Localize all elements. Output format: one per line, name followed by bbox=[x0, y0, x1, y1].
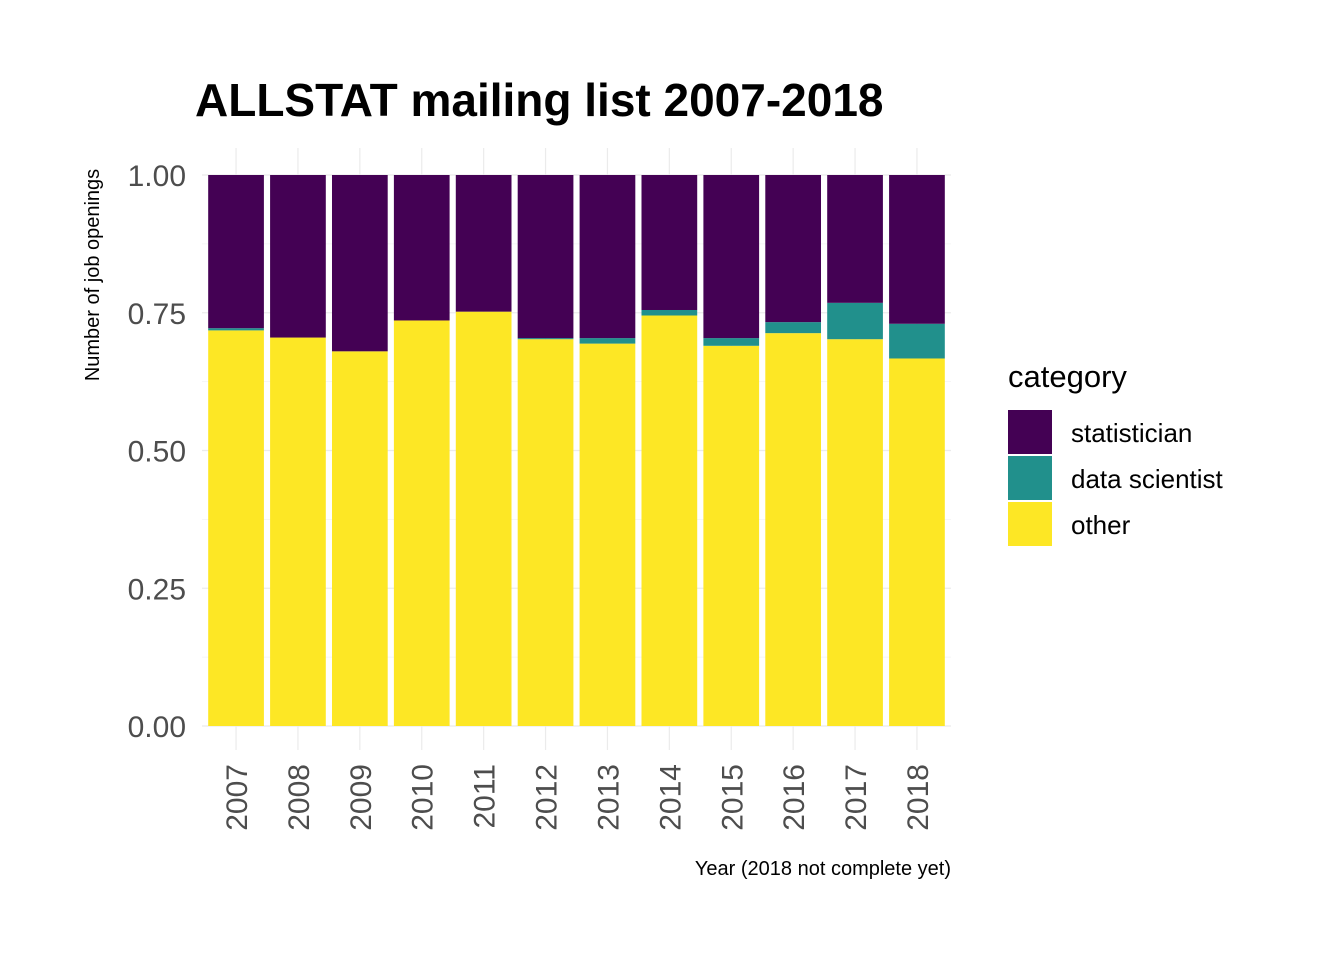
bar-statistician-2014 bbox=[641, 175, 698, 310]
bar-other-2017 bbox=[827, 339, 883, 726]
y-tick-label: 0.50 bbox=[128, 436, 186, 469]
x-axis-ticks: 2007 2008 2009 2010 2011 2012 2013 2014 2015 2016… bbox=[221, 764, 935, 831]
bar-data-scientist-2018 bbox=[889, 323, 945, 359]
y-tick-label: 0.75 bbox=[128, 298, 186, 331]
legend-label-statistician: statistician bbox=[1071, 418, 1192, 448]
y-axis-title: Number of job openings bbox=[82, 169, 104, 381]
bar-other-2015 bbox=[703, 345, 760, 726]
legend-swatch-other bbox=[1008, 502, 1052, 546]
bar-statistician-2009 bbox=[331, 175, 388, 352]
x-axis-title: Year (2018 not complete yet) bbox=[695, 858, 951, 880]
bar-data-scientist-2017 bbox=[827, 302, 883, 340]
y-tick-label: 1.00 bbox=[128, 160, 186, 193]
y-tick-label: 0.25 bbox=[128, 573, 186, 606]
legend-label-other: other bbox=[1071, 510, 1131, 540]
bar-other-2011 bbox=[455, 311, 512, 726]
x-tick-label: 2016 bbox=[778, 764, 811, 831]
bar-other-2008 bbox=[270, 337, 326, 726]
x-tick-label: 2007 bbox=[221, 764, 254, 831]
x-tick-label: 2010 bbox=[407, 764, 440, 831]
legend-swatch-data-scientist bbox=[1008, 456, 1052, 500]
bar-statistician-2016 bbox=[765, 175, 822, 323]
x-tick-label: 2014 bbox=[654, 764, 687, 831]
bars bbox=[208, 175, 945, 726]
bar-data-scientist-2016 bbox=[765, 322, 822, 334]
bar-statistician-2012 bbox=[517, 175, 574, 339]
legend-swatch-statistician bbox=[1008, 410, 1052, 454]
legend: category statistician data scientist other bbox=[1008, 359, 1224, 546]
bar-data-scientist-2015 bbox=[703, 338, 760, 346]
bar-data-scientist-2012 bbox=[517, 338, 574, 340]
chart-title: ALLSTAT mailing list 2007-2018 bbox=[195, 74, 884, 126]
x-tick-label: 2015 bbox=[716, 764, 749, 831]
bar-data-scientist-2013 bbox=[579, 338, 636, 344]
x-tick-label: 2013 bbox=[592, 764, 625, 831]
bar-other-2018 bbox=[889, 358, 945, 726]
bar-statistician-2017 bbox=[827, 175, 883, 303]
bar-statistician-2018 bbox=[889, 175, 945, 324]
bar-statistician-2007 bbox=[208, 175, 264, 329]
bar-statistician-2008 bbox=[270, 175, 326, 338]
bar-statistician-2013 bbox=[579, 175, 636, 339]
x-tick-label: 2011 bbox=[469, 764, 502, 829]
bar-other-2013 bbox=[579, 343, 636, 726]
x-tick-label: 2009 bbox=[345, 764, 378, 831]
bar-statistician-2011 bbox=[455, 175, 512, 312]
legend-title: category bbox=[1008, 359, 1127, 394]
bar-other-2010 bbox=[393, 320, 450, 726]
bar-data-scientist-2007 bbox=[208, 328, 264, 331]
bar-other-2012 bbox=[517, 339, 574, 726]
bar-other-2007 bbox=[208, 330, 264, 726]
y-tick-label: 0.00 bbox=[128, 711, 186, 744]
bar-statistician-2015 bbox=[703, 175, 760, 339]
bar-other-2014 bbox=[641, 315, 698, 726]
bar-other-2009 bbox=[331, 351, 388, 726]
x-tick-label: 2017 bbox=[840, 764, 873, 831]
bar-statistician-2010 bbox=[393, 175, 450, 321]
x-tick-label: 2008 bbox=[283, 764, 316, 831]
x-tick-label: 2012 bbox=[531, 764, 564, 831]
x-tick-label: 2018 bbox=[902, 764, 935, 831]
bar-data-scientist-2014 bbox=[641, 309, 698, 316]
bar-other-2016 bbox=[765, 333, 822, 726]
y-axis-ticks: 0.00 0.25 0.50 0.75 1.00 bbox=[128, 160, 186, 744]
legend-label-data-scientist: data scientist bbox=[1071, 464, 1224, 494]
